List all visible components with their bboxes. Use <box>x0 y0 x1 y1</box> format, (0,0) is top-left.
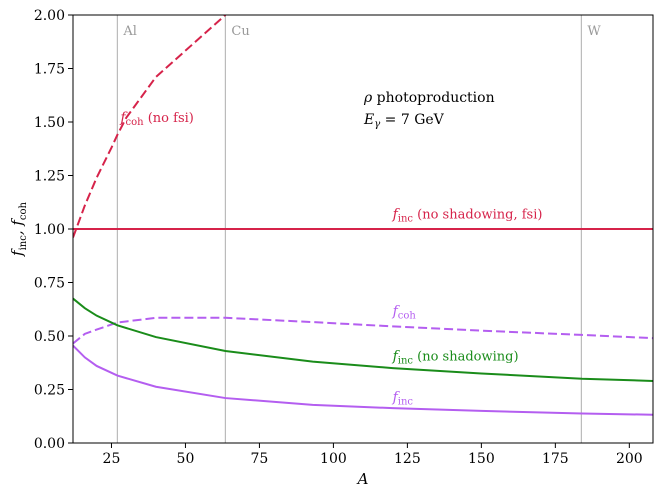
x-tick-label: 175 <box>542 451 569 467</box>
y-tick-label: 2.00 <box>34 8 65 24</box>
series-layer <box>73 15 653 416</box>
y-tick-label: 0.50 <box>34 329 65 345</box>
x-axis-label: A <box>356 470 369 488</box>
x-tick-label: 150 <box>468 451 495 467</box>
series-line-inc-noshadow <box>73 297 653 382</box>
x-tick-label: 25 <box>103 451 121 467</box>
series-line-coh <box>73 316 653 345</box>
y-axis: 0.00 0.25 0.50 0.75 1.00 1.25 1.50 1.75 2.00 <box>34 8 73 452</box>
x-axis: 25 50 75 100 125 150 175 200 <box>103 443 643 467</box>
reference-label-cu: Cu <box>231 24 249 39</box>
annotations: fcoh (no fsi) finc (no shadowing, fsi) fco… <box>119 110 542 407</box>
x-tick-label: 75 <box>251 451 269 467</box>
x-tick-label: 50 <box>177 451 195 467</box>
y-tick-label: 1.75 <box>34 62 65 78</box>
y-tick-label: 0.25 <box>34 383 65 399</box>
series-line-coh-nofsi <box>73 15 227 238</box>
series-label-inc-noshadow: finc (no shadowing) <box>392 349 519 367</box>
x-tick-label: 200 <box>616 451 643 467</box>
series-label-inc: finc <box>392 389 414 407</box>
y-tick-label: 1.25 <box>34 169 65 185</box>
reference-label-al: Al <box>122 24 137 39</box>
series-label-inc-noshadow-fsi: finc (no shadowing, fsi) <box>392 206 543 224</box>
series-line-inc <box>73 344 653 416</box>
y-tick-label: 0.75 <box>34 276 65 292</box>
info-process: ρ photoproduction <box>363 90 495 106</box>
y-axis-label: finc, fcoh <box>8 201 29 257</box>
y-tick-label: 0.00 <box>34 436 65 452</box>
y-tick-label: 1.50 <box>34 115 65 131</box>
series-label-coh: fcoh <box>392 304 417 322</box>
reference-label-w: W <box>587 24 601 39</box>
x-tick-label: 100 <box>320 451 347 467</box>
info-energy: Eγ = 7 GeV <box>363 112 445 130</box>
info-text: ρ photoproduction Eγ = 7 GeV <box>363 90 495 130</box>
x-tick-label: 125 <box>394 451 421 467</box>
y-tick-label: 1.00 <box>34 222 65 238</box>
series-label-coh-nofsi: fcoh (no fsi) <box>119 110 194 128</box>
